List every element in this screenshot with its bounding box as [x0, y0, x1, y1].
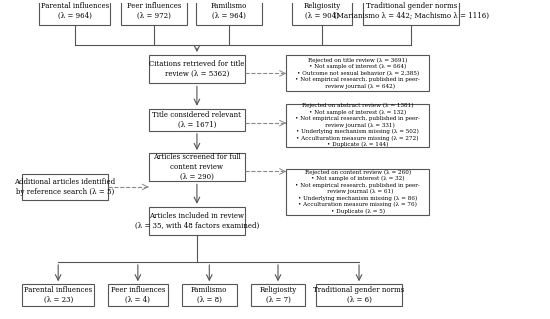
FancyBboxPatch shape [23, 284, 94, 306]
Text: Peer influences
(λ = 972): Peer influences (λ = 972) [127, 2, 182, 19]
Text: Peer influences
(λ = 4): Peer influences (λ = 4) [111, 286, 165, 304]
FancyBboxPatch shape [286, 55, 429, 91]
Text: Familismo
(λ = 8): Familismo (λ = 8) [191, 286, 228, 304]
FancyBboxPatch shape [363, 0, 459, 25]
FancyBboxPatch shape [196, 0, 261, 25]
Text: Articles screened for full
content review
(λ = 290): Articles screened for full content revie… [153, 153, 241, 181]
Text: Citations retrieved for title
review (λ = 5362): Citations retrieved for title review (λ … [149, 60, 245, 78]
FancyBboxPatch shape [108, 284, 168, 306]
Text: Rejected on title review (λ = 3691)
• Not sample of interest (λ = 664)
• Outcome: Rejected on title review (λ = 3691) • No… [295, 58, 420, 89]
Text: Articles included in review
(λ = 35, with 48 factors examined): Articles included in review (λ = 35, wit… [135, 212, 259, 230]
Text: Additional articles identified
by reference search (λ = 5): Additional articles identified by refere… [14, 178, 116, 196]
FancyBboxPatch shape [23, 174, 108, 200]
FancyBboxPatch shape [292, 0, 352, 25]
FancyBboxPatch shape [149, 109, 245, 131]
Text: Rejected on content review (λ = 260)
• Not sample of interest (λ = 32)
• Not emp: Rejected on content review (λ = 260) • N… [295, 170, 420, 214]
FancyBboxPatch shape [250, 284, 305, 306]
FancyBboxPatch shape [39, 0, 111, 25]
FancyBboxPatch shape [286, 169, 429, 215]
FancyBboxPatch shape [122, 0, 188, 25]
Text: Familismo
(λ = 964): Familismo (λ = 964) [210, 2, 247, 19]
FancyBboxPatch shape [149, 153, 245, 182]
FancyBboxPatch shape [182, 284, 236, 306]
Text: Traditional gender norms
(Marianismo λ = 442; Machismo λ = 1116): Traditional gender norms (Marianismo λ =… [334, 2, 489, 19]
Text: Parental influences
(λ = 964): Parental influences (λ = 964) [41, 2, 109, 19]
FancyBboxPatch shape [286, 104, 429, 147]
Text: Title considered relevant
(λ = 1671): Title considered relevant (λ = 1671) [152, 111, 241, 129]
Text: Rejected on abstract review (λ = 1381)
• Not sample of interest (λ = 132)
• Not : Rejected on abstract review (λ = 1381) •… [295, 103, 420, 147]
Text: Religiosity
(λ = 904): Religiosity (λ = 904) [303, 2, 340, 19]
FancyBboxPatch shape [149, 207, 245, 235]
Text: Religiosity
(λ = 7): Religiosity (λ = 7) [260, 286, 296, 304]
FancyBboxPatch shape [316, 284, 402, 306]
Text: Parental influences
(λ = 23): Parental influences (λ = 23) [24, 286, 92, 304]
FancyBboxPatch shape [149, 55, 245, 83]
Text: Traditional gender norms
(λ = 6): Traditional gender norms (λ = 6) [314, 286, 405, 304]
